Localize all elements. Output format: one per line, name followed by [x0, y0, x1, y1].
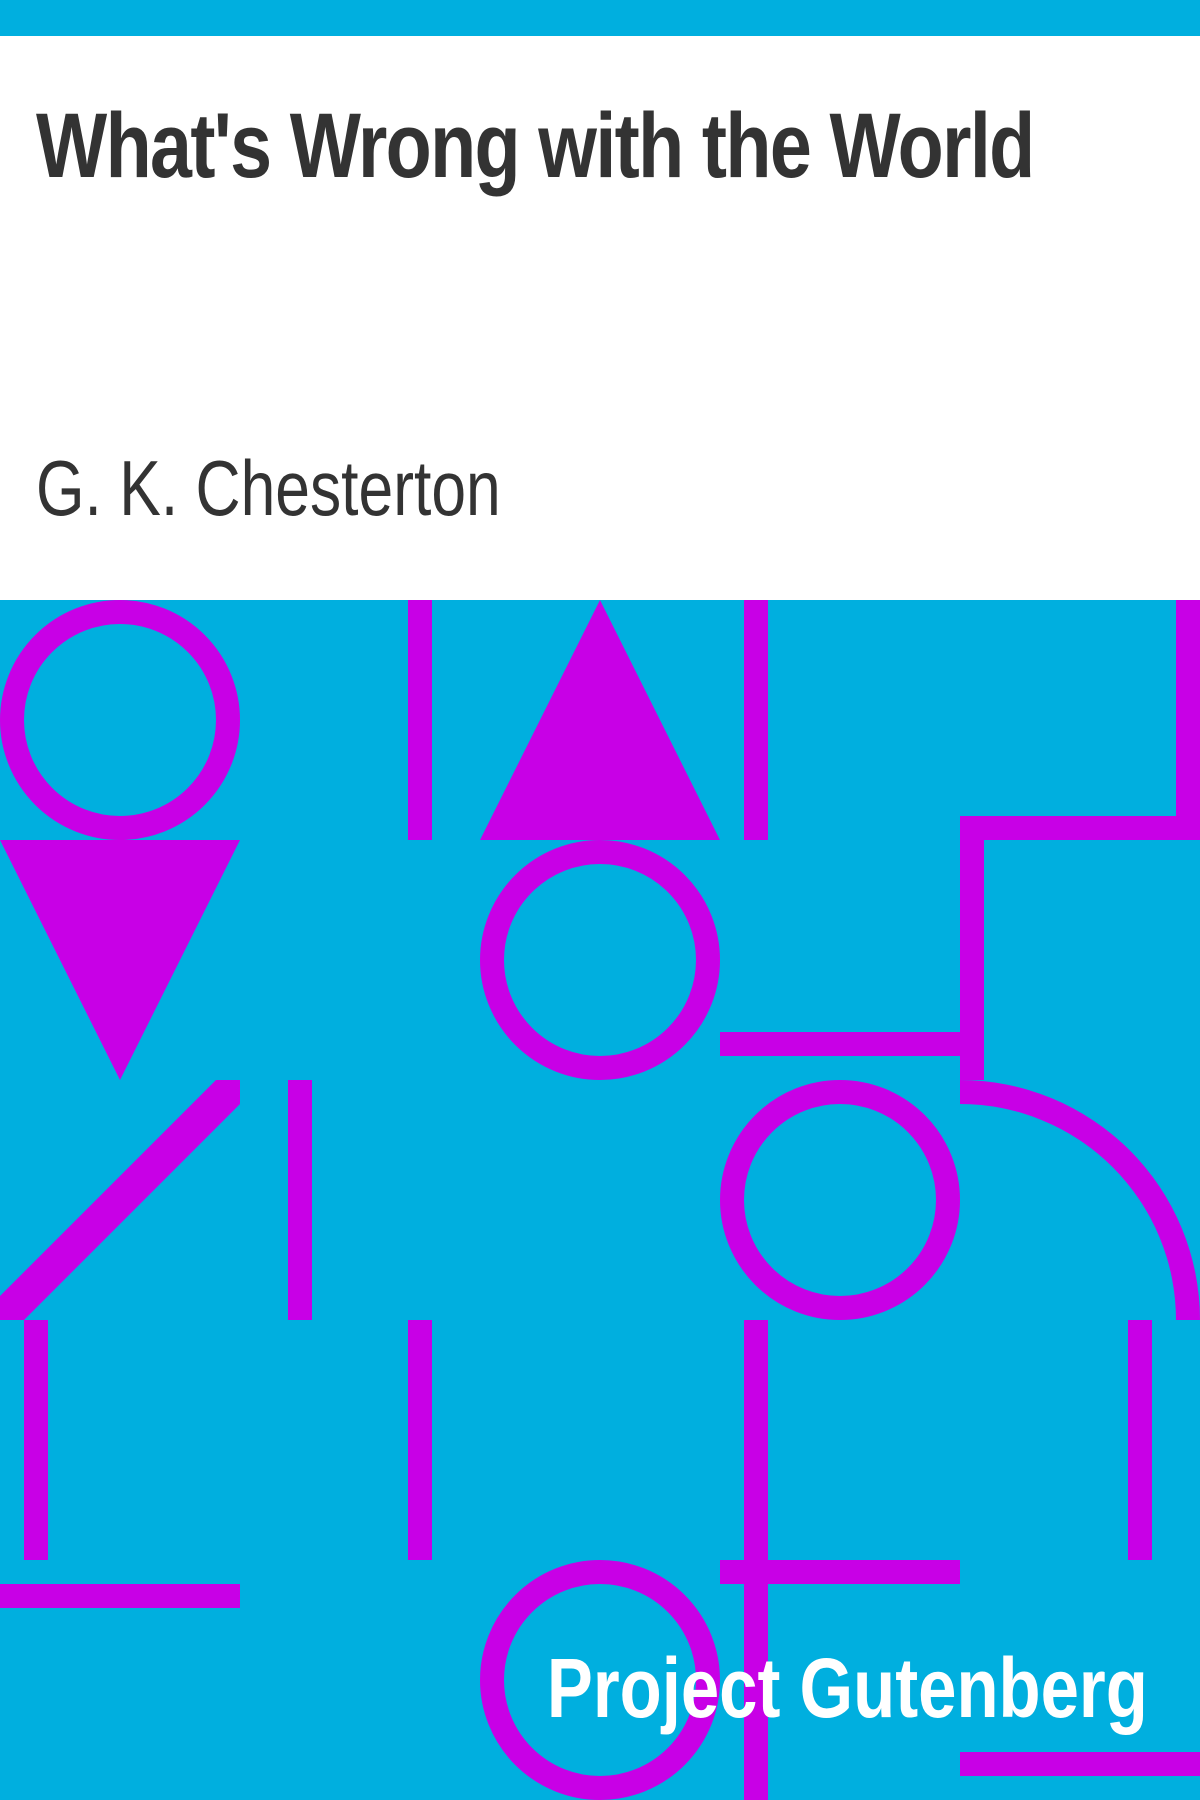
pattern-triangle	[0, 840, 240, 1080]
book-author: G. K. Chesterton	[36, 444, 501, 532]
pattern-ring	[720, 1080, 960, 1320]
pattern-bar	[744, 1560, 768, 1800]
pattern-bar	[744, 1320, 768, 1560]
pattern-bar	[408, 600, 432, 840]
pattern-ring	[0, 600, 240, 840]
pattern-bar	[408, 1320, 432, 1560]
title-band: What's Wrong with the World G. K. Cheste…	[0, 36, 1200, 600]
pattern-bar	[288, 1080, 312, 1320]
pattern-diagonal	[0, 1080, 240, 1320]
pattern-bar	[1176, 600, 1200, 816]
publisher-name: Project Gutenberg	[547, 1641, 1148, 1735]
cover-pattern-graphic	[0, 600, 1200, 1800]
pattern-triangle	[480, 600, 720, 840]
pattern-ring	[480, 1560, 720, 1800]
pattern-bar	[1128, 1320, 1152, 1560]
pattern-bar	[744, 600, 768, 840]
pattern-bar	[960, 816, 1200, 840]
cover-pattern: Project Gutenberg	[0, 600, 1200, 1800]
pattern-corner	[960, 816, 984, 840]
pattern-bar	[24, 1320, 48, 1560]
pattern-shapes	[0, 600, 1200, 1800]
pattern-arc	[960, 1080, 1200, 1320]
top-color-bar	[0, 0, 1200, 36]
pattern-bar	[720, 1032, 960, 1056]
pattern-bar	[960, 1752, 1200, 1776]
book-title: What's Wrong with the World	[36, 95, 1035, 197]
pattern-bar	[0, 1584, 240, 1608]
pattern-bar	[960, 840, 984, 1080]
pattern-ring	[480, 840, 720, 1080]
